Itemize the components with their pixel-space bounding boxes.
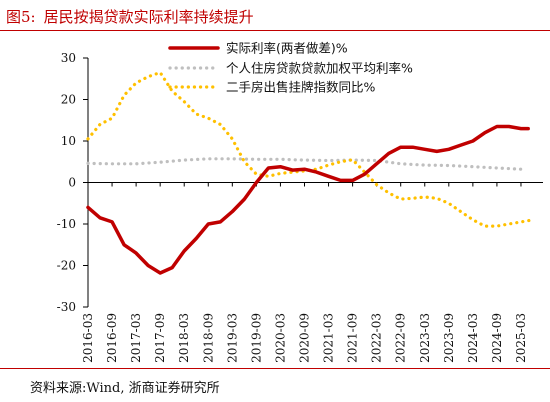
figure-label: 图5: (6, 8, 36, 26)
x-tick-label: 2016-03 (81, 313, 95, 363)
x-tick-label: 2019-09 (249, 313, 263, 363)
x-tick-label: 2023-03 (418, 313, 432, 363)
x-tick-label: 2025-03 (514, 313, 528, 363)
series-line-1 (86, 157, 523, 171)
legend: 实际利率(两者做差)% 个人住房贷款贷款加权平均利率% 二手房出售挂牌指数同比% (168, 41, 413, 95)
x-tick-label: 2016-09 (105, 313, 119, 363)
x-tick-label: 2018-03 (177, 313, 191, 363)
y-tick-label: 20 (61, 93, 76, 107)
y-tick-label: -10 (57, 217, 76, 231)
x-tick-label: 2020-03 (273, 313, 287, 363)
x-tick-label: 2017-09 (153, 313, 167, 363)
x-tick-label: 2021-09 (346, 313, 360, 363)
source-note: 资料来源:Wind, 浙商证券研究所 (30, 381, 220, 396)
x-tick-label: 2020-09 (297, 313, 311, 363)
y-tick-label: 10 (61, 134, 76, 148)
series-line-0 (86, 124, 530, 275)
series-line-2 (86, 70, 535, 228)
y-tick-label: 30 (61, 51, 76, 65)
title-rule (0, 30, 550, 31)
x-tick-label: 2024-03 (466, 313, 480, 363)
y-tick-label: 0 (68, 176, 76, 190)
x-tick-label: 2022-03 (370, 313, 384, 363)
y-tick-label: -20 (57, 259, 76, 273)
source-rule (0, 368, 550, 369)
legend-label-1: 个人住房贷款贷款加权平均利率% (226, 61, 413, 76)
x-tick-label: 2022-09 (394, 313, 408, 363)
axes: 30 20 10 0 -10 -20 -30 2016-03 2016-09 2017-03 201… (57, 51, 543, 363)
series-layer (86, 70, 535, 275)
legend-label-2: 二手房出售挂牌指数同比% (226, 80, 376, 95)
x-tick-label: 2021-03 (322, 313, 336, 363)
x-tick-label: 2019-03 (225, 313, 239, 363)
x-tick-label: 2018-09 (201, 313, 215, 363)
legend-label-0: 实际利率(两者做差)% (226, 41, 348, 56)
figure-title-text: 居民按揭贷款实际利率持续提升 (43, 8, 254, 26)
x-tick-label: 2024-09 (490, 313, 504, 363)
x-tick-label: 2017-03 (129, 313, 143, 363)
y-tick-label: -30 (57, 300, 76, 314)
figure-title: 图5: 居民按揭贷款实际利率持续提升 (6, 6, 254, 27)
x-tick-label: 2023-09 (442, 313, 456, 363)
